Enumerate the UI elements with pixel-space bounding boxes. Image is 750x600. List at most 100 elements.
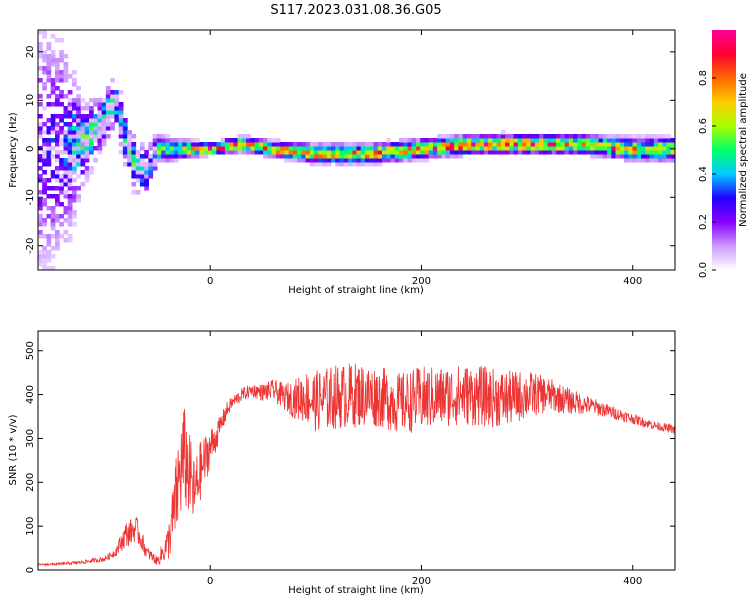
heatmap-cell	[50, 82, 56, 87]
heatmap-cell	[67, 130, 73, 135]
heatmap-cell	[148, 158, 154, 163]
heatmap-cell	[568, 150, 574, 155]
heatmap-cell	[122, 130, 128, 135]
heatmap-cell	[632, 146, 638, 151]
heatmap-cell	[50, 58, 56, 63]
heatmap-cell	[97, 102, 103, 107]
heatmap-cell	[475, 138, 481, 143]
heatmap-cell	[360, 154, 366, 159]
heatmap-cell	[348, 158, 353, 163]
heatmap-cell	[377, 154, 383, 159]
heatmap-cell	[624, 158, 629, 163]
heatmap-cell	[152, 150, 158, 155]
heatmap-cell	[377, 146, 383, 151]
heatmap-cell	[658, 142, 663, 147]
heatmap-cell	[110, 98, 115, 103]
heatmap-cell	[386, 146, 391, 151]
heatmap-cell	[466, 150, 472, 155]
heatmap-cell	[284, 146, 290, 151]
heatmap-cell	[556, 150, 561, 155]
heatmap-cell	[602, 134, 608, 139]
heatmap-cell	[348, 150, 353, 155]
heatmap-cell	[80, 134, 86, 139]
heatmap-cell	[352, 150, 358, 155]
heatmap-cell	[399, 142, 404, 147]
heatmap-cell	[76, 142, 81, 147]
heatmap-cell	[84, 158, 90, 163]
heatmap-cell	[50, 246, 56, 251]
y-tick-label: -20	[25, 238, 36, 254]
heatmap-cell	[420, 138, 425, 143]
heatmap-cell	[416, 142, 421, 147]
heatmap-cell	[237, 146, 243, 151]
heatmap-cell	[42, 82, 47, 87]
heatmap-cell	[500, 142, 506, 147]
heatmap-cell	[42, 198, 47, 203]
heatmap-cell	[80, 118, 86, 123]
heatmap-cell	[63, 174, 69, 179]
heatmap-cell	[46, 214, 52, 219]
heatmap-cell	[556, 138, 561, 143]
heatmap-cell	[326, 150, 332, 155]
heatmap-cell	[551, 142, 557, 147]
heatmap-cell	[641, 158, 646, 163]
heatmap-cell	[619, 146, 625, 151]
heatmap-cell	[212, 150, 217, 155]
heatmap-cell	[607, 134, 612, 139]
heatmap-cell	[63, 134, 69, 139]
heatmap-cell	[46, 46, 52, 51]
heatmap-cell	[67, 162, 73, 167]
heatmap-cell	[509, 134, 515, 139]
heatmap-cell	[46, 194, 52, 199]
heatmap-cell	[343, 154, 349, 159]
heatmap-cell	[67, 154, 73, 159]
heatmap-cell	[543, 138, 549, 143]
heatmap-cell	[203, 150, 209, 155]
heatmap-cell	[46, 142, 52, 147]
heatmap-cell	[165, 150, 171, 155]
heatmap-cell	[352, 154, 358, 159]
heatmap-cell	[63, 206, 69, 211]
heatmap-cell	[59, 158, 64, 163]
heatmap-cell	[72, 118, 77, 123]
heatmap-cell	[50, 206, 56, 211]
heatmap-cell	[131, 134, 137, 139]
heatmap-cell	[38, 126, 43, 131]
heatmap-cell	[42, 130, 47, 135]
heatmap-cell	[500, 134, 506, 139]
heatmap-cell	[267, 154, 273, 159]
heatmap-cell	[590, 142, 595, 147]
heatmap-cell	[84, 150, 90, 155]
heatmap-cell	[89, 110, 94, 115]
heatmap-cell	[301, 150, 307, 155]
heatmap-cell	[105, 86, 111, 91]
heatmap-cell	[585, 146, 591, 151]
heatmap-cell	[526, 142, 532, 147]
heatmap-cell	[63, 138, 69, 143]
heatmap-cell	[105, 134, 111, 139]
heatmap-cell	[182, 154, 188, 159]
heatmap-cell	[89, 166, 94, 171]
heatmap-cell	[670, 142, 675, 147]
heatmap-cell	[135, 158, 141, 163]
heatmap-cell	[38, 254, 43, 259]
heatmap-cell	[483, 134, 489, 139]
heatmap-cell	[216, 142, 222, 147]
heatmap-cell	[67, 194, 73, 199]
snr-x-ticks: 0 200 400	[207, 331, 642, 587]
heatmap-cell	[131, 146, 137, 151]
heatmap-cell	[577, 134, 583, 139]
heatmap-cell	[611, 146, 617, 151]
heatmap-cell	[38, 122, 43, 127]
heatmap-cell	[55, 122, 60, 127]
x-tick-label: 0	[207, 276, 213, 287]
heatmap-cell	[297, 146, 302, 151]
heatmap-cell	[522, 146, 527, 151]
heatmap-cell	[517, 142, 523, 147]
heatmap-cell	[135, 190, 141, 195]
heatmap-cell	[432, 146, 438, 151]
heatmap-cell	[38, 30, 43, 35]
heatmap-cell	[658, 158, 663, 163]
heatmap-cell	[645, 150, 651, 155]
heatmap-cell	[598, 142, 604, 147]
